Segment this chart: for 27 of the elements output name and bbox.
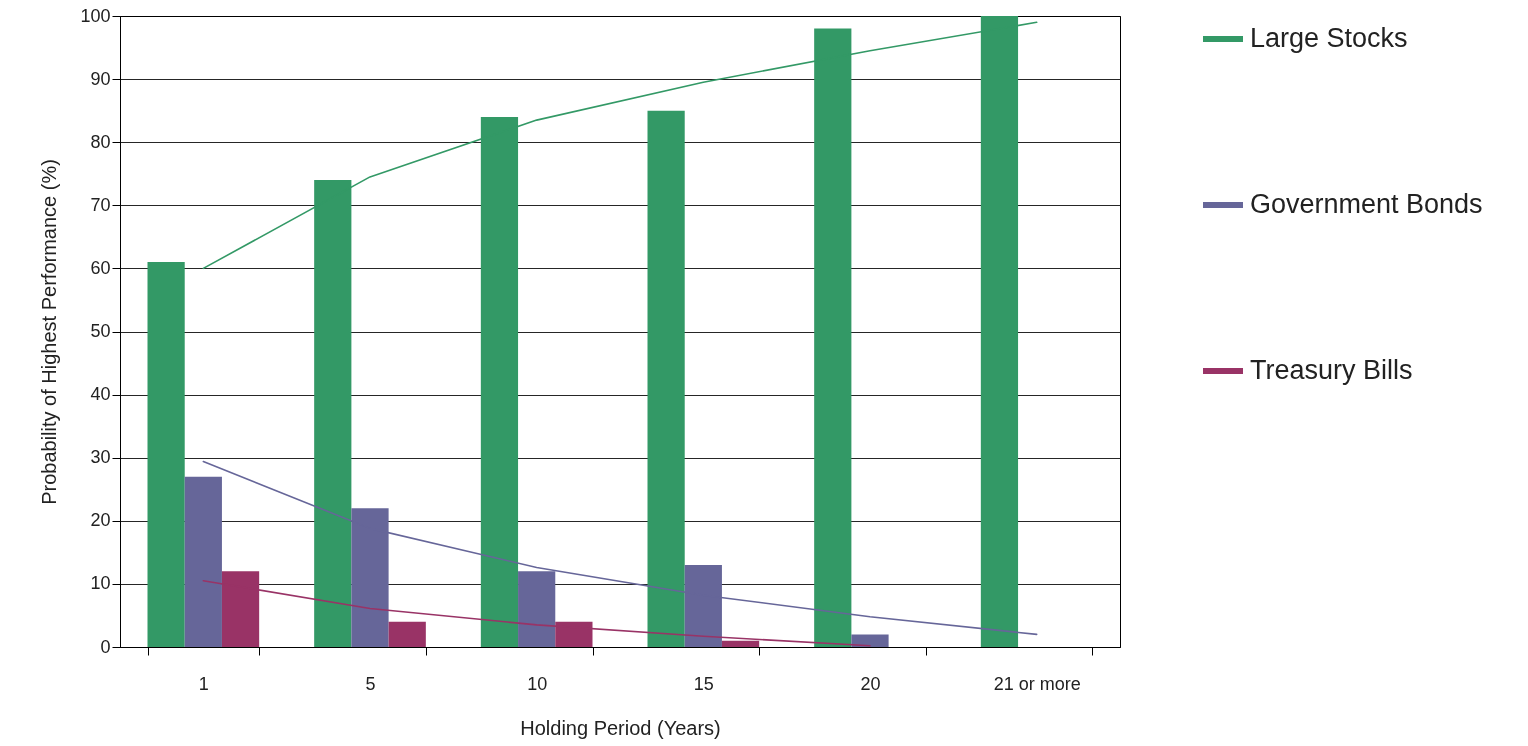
y-tick-label: 30: [90, 447, 111, 468]
legend-label: Treasury Bills: [1250, 355, 1413, 385]
y-tick-label: 20: [90, 510, 111, 531]
y-tick-label: 70: [90, 194, 111, 215]
bar: [851, 634, 889, 647]
x-tick-label: 20: [860, 673, 881, 694]
x-tick-label: 5: [365, 673, 376, 694]
legend-label: Large Stocks: [1250, 23, 1408, 53]
bar: [147, 262, 185, 647]
x-tick-label: 1: [198, 673, 209, 694]
x-tick-label: 21 or more: [993, 673, 1081, 694]
x-tick-label: 10: [527, 673, 548, 694]
y-tick-label: 60: [90, 257, 111, 278]
y-axis-title: Probability of Highest Performance (%): [38, 159, 61, 505]
y-tick-label: 50: [90, 321, 111, 341]
legend-label: Government Bonds: [1250, 189, 1483, 219]
y-tick-label: 10: [90, 573, 111, 594]
x-tick-label: 15: [693, 673, 714, 694]
y-tick-label: 0: [100, 636, 111, 657]
x-axis-title: Holding Period (Years): [520, 716, 721, 739]
y-tick-label: 40: [90, 384, 111, 405]
y-tick-label: 90: [90, 68, 111, 89]
bar: [647, 110, 685, 647]
y-tick-label: 100: [80, 5, 111, 26]
bar: [388, 621, 426, 647]
bar: [184, 476, 222, 647]
y-tick-label: 80: [90, 131, 111, 152]
